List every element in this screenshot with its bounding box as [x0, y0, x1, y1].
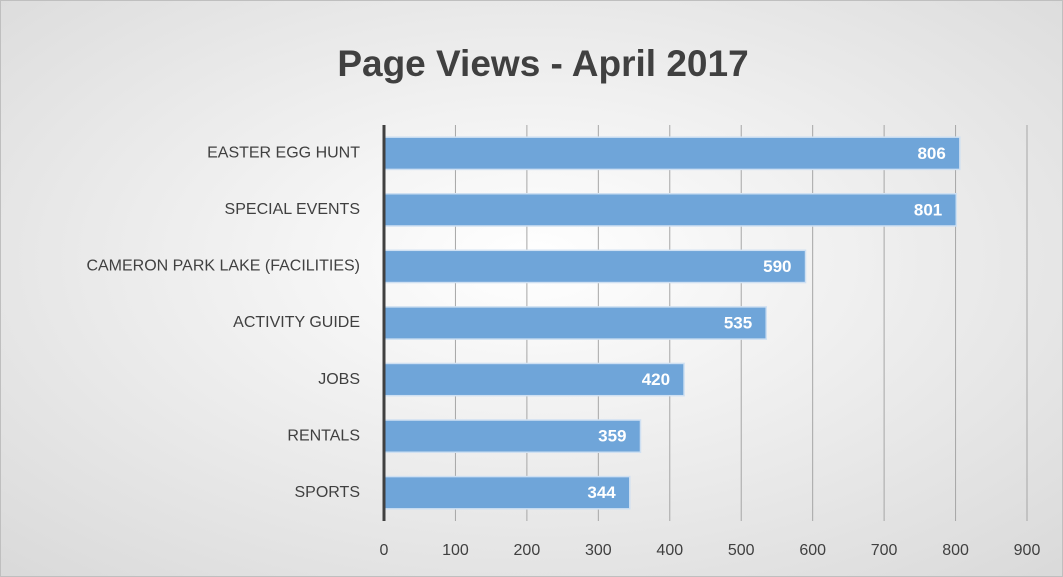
- chart-title: Page Views - April 2017: [337, 43, 748, 84]
- x-tick-label: 900: [1014, 542, 1041, 559]
- y-tick-label: SPECIAL EVENTS: [225, 201, 360, 218]
- bar: [383, 306, 767, 340]
- data-label: 359: [598, 427, 626, 446]
- bar: [383, 136, 961, 171]
- x-tick-label: 100: [442, 542, 469, 559]
- y-tick-label: CAMERON PARK LAKE (FACILITIES): [86, 258, 360, 275]
- y-tick-label: JOBS: [318, 371, 360, 388]
- y-tick-label: SPORTS: [295, 484, 361, 501]
- data-label: 801: [914, 200, 942, 219]
- bar: [383, 192, 958, 227]
- x-tick-label: 400: [656, 542, 683, 559]
- data-label: 806: [917, 144, 945, 163]
- x-tick-label: 600: [799, 542, 826, 559]
- y-tick-label: RENTALS: [287, 427, 360, 444]
- x-tick-label: 700: [871, 542, 898, 559]
- x-tick-label: 200: [514, 542, 541, 559]
- data-label: 420: [642, 370, 670, 389]
- data-label: 590: [763, 257, 791, 276]
- y-tick-label: EASTER EGG HUNT: [207, 145, 360, 162]
- bar: [383, 249, 807, 284]
- x-tick-label: 800: [942, 542, 969, 559]
- data-label: 344: [587, 483, 616, 502]
- x-tick-label: 300: [585, 542, 612, 559]
- bar: [383, 362, 685, 397]
- data-label: 535: [724, 313, 752, 332]
- y-tick-label: ACTIVITY GUIDE: [233, 314, 360, 331]
- x-tick-label: 500: [728, 542, 755, 559]
- x-tick-label: 0: [380, 542, 389, 559]
